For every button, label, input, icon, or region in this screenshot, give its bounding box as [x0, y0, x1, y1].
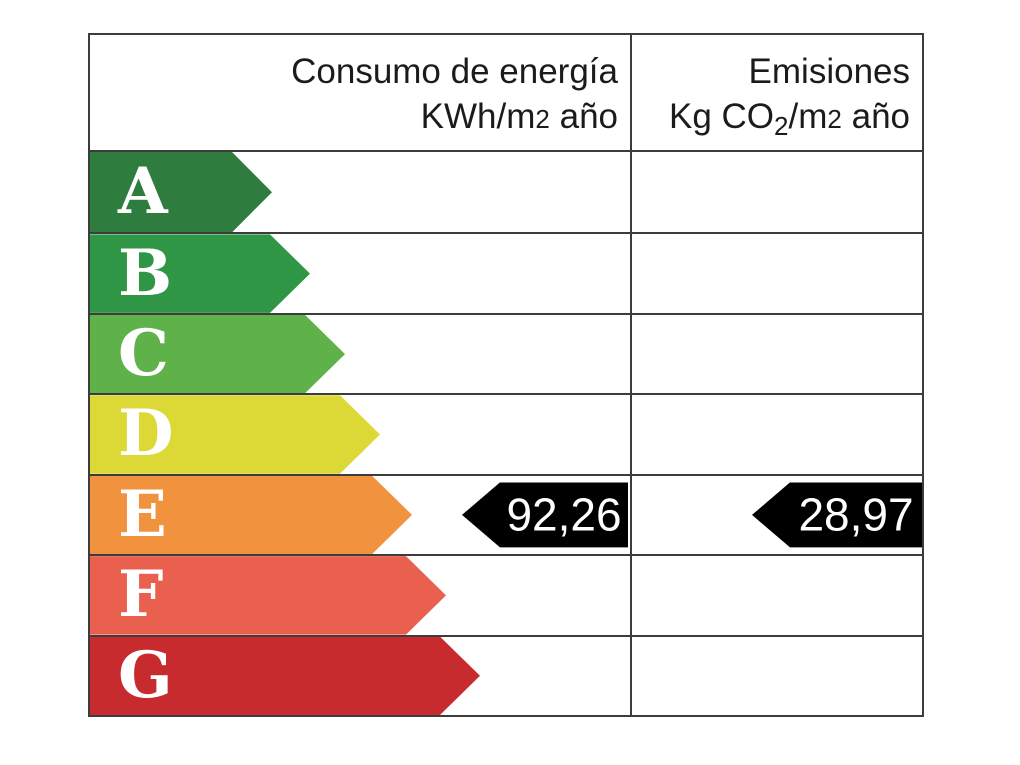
rating-rows: A B C D E 92,26 28,97 F G — [90, 152, 922, 715]
emissions-header-title: Emisiones — [748, 52, 910, 91]
rating-letter: F — [118, 557, 164, 633]
rating-row-b: B — [90, 232, 922, 312]
consumption-unit-exponent: 2 — [535, 104, 550, 134]
rating-row-c: C — [90, 312, 922, 393]
rating-arrow-a-icon: A — [90, 152, 272, 232]
consumption-column-header: Consumo de energía KWh/m2 año — [90, 35, 630, 150]
rating-row-d: D — [90, 393, 922, 473]
consumption-header-title: Consumo de energía — [291, 52, 618, 91]
consumption-value-indicator: 92,26 — [462, 482, 628, 548]
emissions-value: 28,97 — [798, 488, 914, 541]
consumption-value: 92,26 — [506, 488, 622, 541]
rating-row-f: F — [90, 554, 922, 634]
rating-arrow-e-icon: E — [90, 476, 412, 554]
rating-table: Consumo de energía KWh/m2 año Emisiones … — [88, 33, 924, 717]
co2-subscript: 2 — [774, 111, 789, 141]
emissions-column-header: Emisiones Kg CO2/m2 año — [630, 35, 922, 150]
consumption-header-unit: KWh/m2 año — [420, 97, 618, 136]
rating-letter: A — [118, 154, 168, 230]
rating-row-a: A — [90, 152, 922, 232]
rating-row-e: E 92,26 28,97 — [90, 473, 922, 554]
rating-letter: C — [118, 316, 169, 392]
emissions-value-indicator: 28,97 — [752, 482, 922, 548]
rating-arrow-b-icon: B — [90, 234, 310, 312]
emissions-unit-exponent: 2 — [827, 104, 842, 134]
rating-row-g: G — [90, 634, 922, 715]
rating-arrow-c-icon: C — [90, 315, 345, 393]
rating-arrow-d-icon: D — [90, 395, 380, 473]
rating-letter: D — [118, 396, 174, 472]
emissions-header-unit: Kg CO2/m2 año — [669, 97, 910, 141]
rating-letter: G — [118, 637, 173, 713]
rating-letter: B — [118, 235, 173, 311]
table-header: Consumo de energía KWh/m2 año Emisiones … — [90, 35, 922, 152]
rating-arrow-f-icon: F — [90, 556, 446, 634]
column-divider-line — [630, 35, 632, 715]
rating-arrow-g-icon: G — [90, 637, 480, 715]
rating-letter: E — [118, 476, 167, 552]
